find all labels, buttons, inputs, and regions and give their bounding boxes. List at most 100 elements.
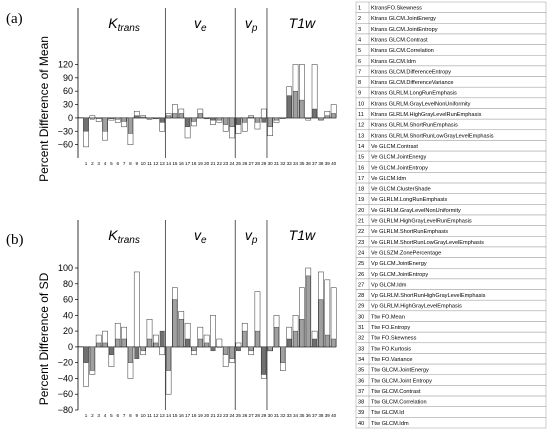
- legend-text: Ktrans GLRLM.HighGrayLevelRunEmphasis: [371, 112, 482, 118]
- legend-number: 2: [358, 16, 361, 22]
- legend-text: Vp GLRLM.HighGrayLevelEmphasis: [371, 304, 462, 310]
- bar-series-2: [235, 117, 241, 125]
- legend-text: Vp GLCM.JointEntropy: [371, 272, 428, 278]
- legend-number: 32: [358, 336, 364, 342]
- bar-series-2: [102, 342, 108, 348]
- x-tick-label: 7: [123, 413, 126, 418]
- bar-series-2: [96, 117, 102, 119]
- y-tick-label: −20: [58, 358, 73, 368]
- x-tick-label: 4: [104, 161, 107, 166]
- bar-series-2: [312, 338, 317, 348]
- x-tick-label: 25: [236, 413, 242, 418]
- bar-series-2: [210, 117, 216, 121]
- x-tick-label: 8: [129, 413, 132, 418]
- legend-number: 3: [358, 27, 361, 33]
- x-tick-label: 26: [242, 161, 248, 166]
- y-tick-label: 100: [58, 263, 73, 273]
- group-label-main: v: [245, 15, 253, 31]
- legend-number: 36: [358, 378, 364, 384]
- x-tick-label: 21: [210, 413, 216, 418]
- bar-series-2: [191, 117, 197, 122]
- legend-text: Ttw FO.Entropy: [371, 325, 410, 331]
- x-tick-label: 15: [172, 413, 178, 418]
- legend-number: 29: [358, 304, 364, 310]
- legend-number: 15: [358, 155, 364, 161]
- x-tick-label: 18: [191, 413, 197, 418]
- y-tick-label: 20: [63, 326, 73, 336]
- legend-number: 21: [358, 219, 364, 225]
- legend-text: Vp GLRLM.ShortRunHighGrayLevelEmphasis: [371, 293, 486, 299]
- y-tick-label: 60: [63, 295, 73, 305]
- legend-number: 28: [358, 293, 364, 299]
- bar-series-2: [121, 117, 127, 122]
- bar-series-2: [223, 117, 229, 125]
- x-tick-label: 23: [223, 413, 229, 418]
- x-tick-label: 20: [204, 161, 210, 166]
- bar-series-1: [330, 287, 337, 348]
- legend-number: 12: [358, 123, 364, 129]
- x-tick-label: 30: [268, 161, 274, 166]
- bar-series-2: [83, 117, 89, 132]
- x-tick-label: 32: [280, 161, 286, 166]
- x-tick-label: 33: [287, 161, 293, 166]
- x-tick-label: 29: [261, 161, 267, 166]
- bar-series-2: [197, 113, 203, 119]
- x-tick-label: 6: [116, 161, 119, 166]
- bar-series-2: [108, 346, 114, 355]
- bar-series-1: [89, 115, 96, 119]
- x-tick-label: 24: [229, 413, 235, 418]
- legend-text: Ve GLCM.JointEntropy: [371, 165, 428, 171]
- bar-series-2: [204, 342, 210, 348]
- x-tick-label: 10: [141, 413, 147, 418]
- bar-series-2: [235, 346, 241, 352]
- legend-text: Ttw GLCM.Contrast: [371, 389, 421, 395]
- legend-text: Ktrans GLCM.Contrast: [371, 37, 428, 43]
- bar-series-2: [286, 338, 292, 348]
- x-tick-label: 18: [191, 161, 197, 166]
- bar-series-2: [286, 95, 292, 119]
- legend-text: Ve GLCM.Contrast: [371, 144, 418, 150]
- legend-text: Ktrans GLRLM.ShortRunEmphasis: [371, 123, 458, 129]
- bar-series-2: [128, 346, 133, 363]
- x-tick-label: 2: [91, 413, 94, 418]
- x-tick-label: 22: [217, 413, 223, 418]
- bar-series-2: [159, 330, 165, 348]
- y-tick-label: 0: [68, 113, 73, 123]
- x-tick-label: 16: [179, 161, 185, 166]
- x-tick-label: 9: [136, 413, 139, 418]
- group-label: ve: [194, 15, 207, 34]
- x-tick-label: 36: [306, 161, 312, 166]
- legend-text: Ttw GLCM.Correlation: [371, 400, 427, 406]
- group-label-subscript: trans: [118, 23, 140, 34]
- legend-text: KtransFO.Skewness: [371, 6, 422, 12]
- panel-label: (a): [6, 11, 23, 27]
- group-label: T1w: [289, 15, 316, 31]
- bar-series-2: [318, 299, 324, 348]
- group-label-main: v: [194, 227, 202, 243]
- x-tick-label: 38: [318, 413, 324, 418]
- group-label-subscript: p: [251, 235, 258, 246]
- legend-number: 30: [358, 314, 364, 320]
- panel-label: (b): [6, 232, 24, 248]
- legend-number: 16: [358, 165, 364, 171]
- legend-text: Ktrans GLRLM.ShortRunLowGrayLevelEmphasi…: [371, 133, 494, 139]
- bar-series-1: [159, 346, 166, 356]
- bar-series-1: [133, 271, 140, 348]
- legend-text: Ktrans GLRLM.LongRunEmphasis: [371, 91, 457, 97]
- legend-row: [355, 417, 547, 429]
- x-tick-label: 30: [268, 413, 274, 418]
- bar-series-2: [255, 330, 260, 348]
- group-label-subscript: e: [201, 235, 207, 246]
- y-tick-label: 60: [63, 86, 73, 96]
- x-tick-label: 11: [147, 161, 152, 166]
- chart-panel-b: (b) Percent Difference of SD −80 −60 −40 −20 0…: [6, 220, 337, 418]
- bar-series-2: [102, 117, 108, 132]
- y-tick-label: 120: [58, 59, 73, 69]
- bar-series-1: [235, 342, 242, 348]
- bar-series-2: [280, 117, 286, 119]
- x-tick-label: 7: [123, 161, 126, 166]
- x-tick-label: 15: [172, 161, 178, 166]
- bar-series-2: [172, 299, 178, 348]
- group-label-main: T1w: [289, 227, 316, 243]
- y-tick-label: 90: [63, 73, 73, 83]
